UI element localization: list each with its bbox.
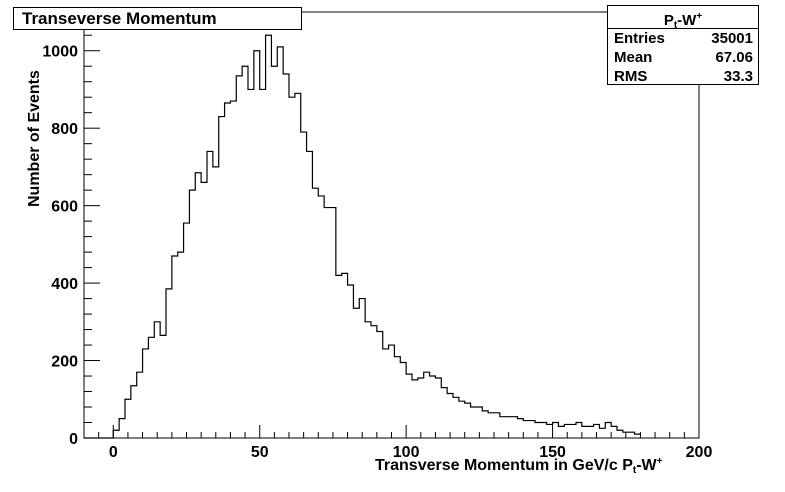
- x-axis-label: Transverse Momentum in GeV/c Pt-W+: [375, 456, 663, 476]
- stats-value: 33.3: [723, 68, 753, 85]
- chart-title: Transeverse Momentum: [13, 7, 302, 30]
- y-axis-label: Number of Events: [26, 70, 43, 207]
- x-tick-label: 150: [539, 444, 566, 461]
- y-tick-label: 1000: [42, 44, 78, 61]
- stats-label: RMS: [614, 68, 648, 85]
- stats-row-mean: Mean 67.06: [608, 48, 758, 67]
- x-tick-label: 200: [686, 444, 713, 461]
- x-axis-label-sup: +: [656, 456, 663, 467]
- stats-title-tail: -W: [677, 12, 697, 29]
- stats-row-entries: Entries 35001: [608, 29, 758, 48]
- y-tick-label: 600: [51, 199, 78, 216]
- y-tick-label: 0: [69, 431, 78, 448]
- chart-title-text: Transeverse Momentum: [22, 9, 217, 28]
- stats-box: Pt-W+ Entries 35001 Mean 67.06 RMS 33.3: [607, 5, 759, 85]
- x-tick-label: 0: [109, 444, 118, 461]
- stats-title-main: P: [663, 12, 674, 29]
- stats-row-rms: RMS 33.3: [608, 67, 758, 86]
- x-tick-label: 100: [393, 444, 420, 461]
- stats-title: Pt-W+: [608, 6, 758, 31]
- stats-label: Mean: [614, 49, 653, 66]
- y-tick-label: 800: [51, 121, 78, 138]
- y-tick-label: 200: [51, 354, 78, 371]
- x-tick-label: 50: [251, 444, 269, 461]
- stats-label: Entries: [614, 30, 665, 47]
- x-axis-label-sub: t: [632, 465, 637, 476]
- x-axis-label-main: Transverse Momentum in GeV/c P: [375, 457, 633, 474]
- histogram-series: [84, 34, 641, 439]
- stats-title-sub: t: [673, 20, 678, 31]
- y-tick-label: 400: [51, 276, 78, 293]
- x-axis-label-tail: -W: [636, 457, 657, 474]
- stats-value: 67.06: [715, 49, 753, 66]
- stats-title-sup: +: [696, 11, 703, 22]
- stats-value: 35001: [711, 30, 753, 47]
